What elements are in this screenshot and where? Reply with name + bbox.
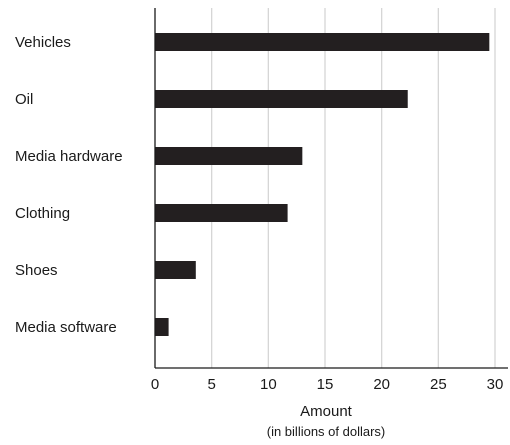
x-tick-label: 5 — [207, 376, 215, 393]
bar — [155, 318, 169, 336]
bar — [155, 33, 490, 51]
category-label: Media hardware — [15, 148, 123, 165]
x-tick-label: 15 — [317, 376, 334, 393]
bar — [155, 147, 303, 165]
x-tick-label: 30 — [487, 376, 504, 393]
x-axis-subtitle: (in billions of dollars) — [267, 424, 386, 439]
x-tick-label: 20 — [373, 376, 390, 393]
grid-lines — [211, 8, 496, 368]
x-axis-title: Amount — [300, 403, 353, 420]
x-tick-label: 25 — [430, 376, 447, 393]
x-tick-label: 0 — [151, 376, 159, 393]
x-tick-labels: 0 5 10 15 20 25 30 — [151, 376, 504, 393]
category-label: Vehicles — [15, 34, 71, 51]
category-label: Oil — [15, 91, 33, 108]
bars — [155, 33, 490, 336]
x-tick-label: 10 — [260, 376, 277, 393]
bar — [155, 204, 288, 222]
category-label: Clothing — [15, 205, 70, 222]
category-label: Shoes — [15, 262, 58, 279]
category-label: Media software — [15, 319, 117, 336]
category-labels: Vehicles Oil Media hardware Clothing Shoes Me… — [15, 34, 123, 336]
bar — [155, 261, 196, 279]
bar — [155, 90, 408, 108]
